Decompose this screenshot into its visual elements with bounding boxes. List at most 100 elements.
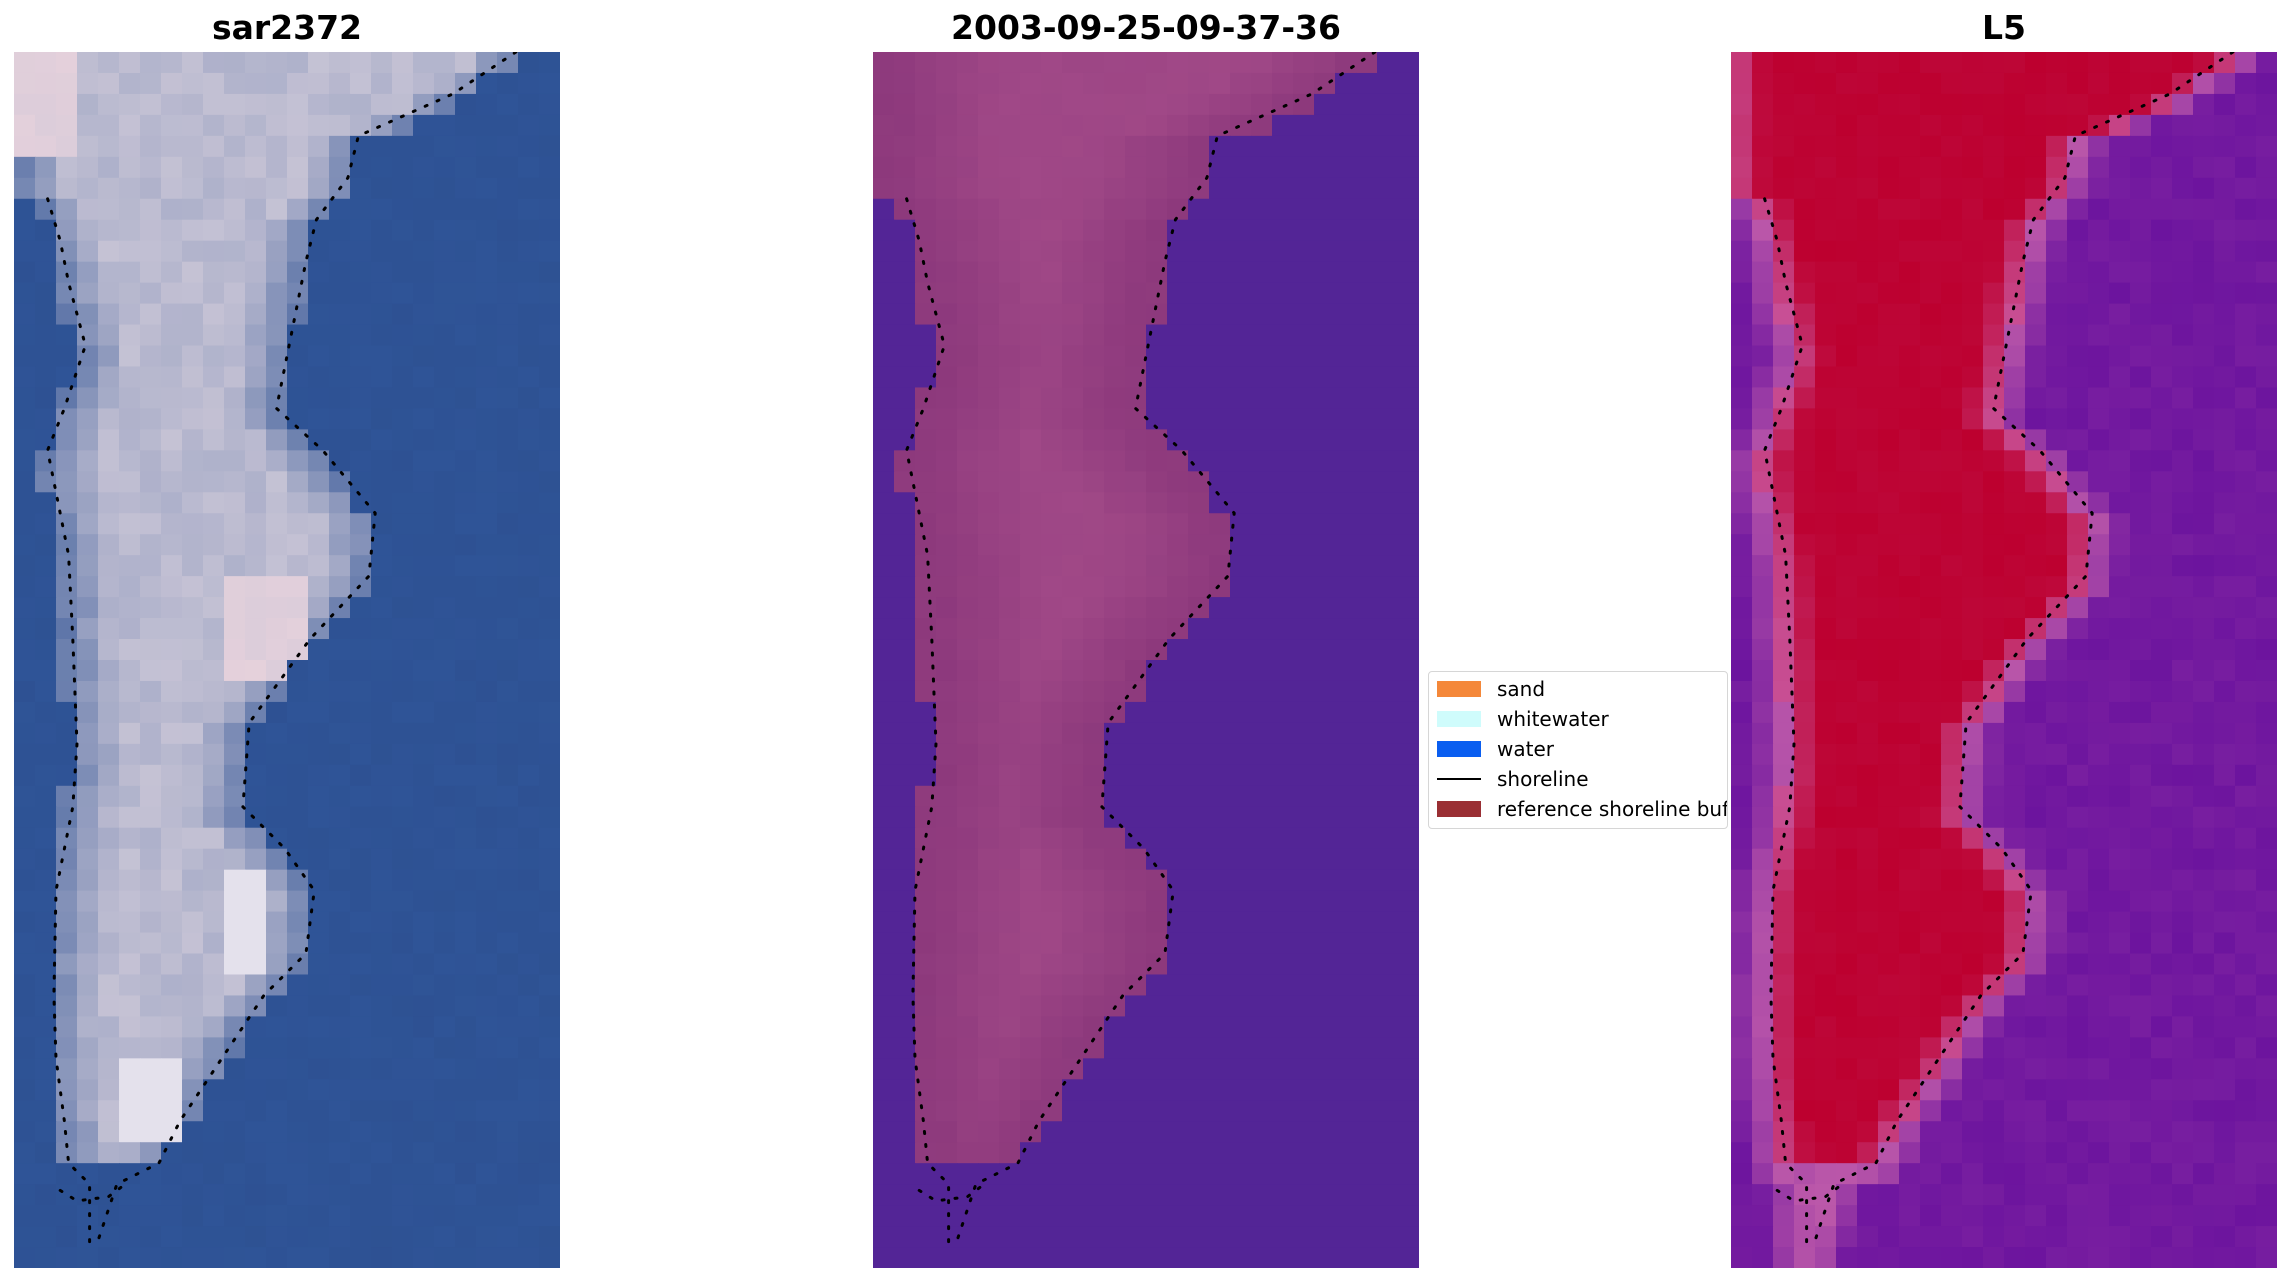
pixel-cell xyxy=(1314,932,1336,955)
pixel-cell xyxy=(1188,72,1210,95)
pixel-cell xyxy=(1752,52,1774,74)
pixel-cell xyxy=(1899,387,1921,410)
pixel-cell xyxy=(1731,785,1753,808)
pixel-cell xyxy=(497,680,519,703)
pixel-cell xyxy=(1398,513,1419,535)
pixel-cell xyxy=(245,114,267,137)
pixel-cell xyxy=(1983,282,2005,305)
pixel-cell xyxy=(873,1142,895,1164)
pixel-cell xyxy=(245,1163,267,1185)
pixel-cell xyxy=(1731,135,1753,158)
pixel-cell xyxy=(999,72,1021,95)
pixel-cell xyxy=(1773,93,1795,116)
pixel-cell xyxy=(1377,93,1399,116)
pixel-cell xyxy=(287,974,309,997)
pixel-cell xyxy=(1857,408,1879,430)
pixel-cell xyxy=(140,1037,162,1059)
pixel-cell xyxy=(1230,911,1252,934)
pixel-cell xyxy=(14,785,36,808)
pixel-cell xyxy=(1272,366,1294,389)
pixel-cell xyxy=(539,345,560,368)
pixel-cell xyxy=(455,827,477,850)
pixel-cell xyxy=(2193,576,2215,598)
pixel-cell xyxy=(1041,492,1063,514)
pixel-cell xyxy=(539,701,560,724)
pixel-cell xyxy=(497,701,519,724)
pixel-cell xyxy=(140,93,162,116)
pixel-cell xyxy=(2025,156,2047,179)
pixel-cell xyxy=(1293,1016,1315,1038)
pixel-cell xyxy=(915,471,937,493)
pixel-cell xyxy=(1878,995,1900,1018)
pixel-cell xyxy=(1230,639,1252,661)
pixel-cell xyxy=(224,806,246,829)
pixel-cell xyxy=(287,743,309,766)
pixel-cell xyxy=(1251,177,1273,200)
pixel-cell xyxy=(1188,576,1210,598)
pixel-cell xyxy=(2172,135,2194,158)
pixel-cell xyxy=(392,1079,414,1101)
pixel-cell xyxy=(56,618,78,640)
pixel-cell xyxy=(245,52,267,74)
pixel-cell xyxy=(1962,114,1984,137)
pixel-cell xyxy=(1209,597,1231,619)
pixel-cell xyxy=(329,995,351,1018)
pixel-cell xyxy=(1146,911,1168,934)
pixel-cell xyxy=(2193,282,2215,305)
pixel-cell xyxy=(1941,1226,1963,1248)
pixel-cell xyxy=(329,827,351,850)
pixel-cell xyxy=(1293,660,1315,682)
pixel-cell xyxy=(119,660,141,682)
pixel-cell xyxy=(1983,660,2005,682)
pixel-cell xyxy=(1251,303,1273,326)
pixel-cell xyxy=(1920,408,1942,430)
pixel-cell xyxy=(1230,303,1252,326)
pixel-cell xyxy=(1041,1163,1063,1185)
pixel-cell xyxy=(392,890,414,913)
pixel-cell xyxy=(1983,639,2005,661)
pixel-cell xyxy=(1020,680,1042,703)
pixel-cell xyxy=(999,680,1021,703)
pixel-cell xyxy=(224,492,246,514)
pixel-cell xyxy=(1041,639,1063,661)
pixel-cell xyxy=(915,722,937,745)
pixel-cell xyxy=(1377,303,1399,326)
pixel-cell xyxy=(56,177,78,200)
pixel-cell xyxy=(539,114,560,137)
pixel-cell xyxy=(2193,827,2215,850)
pixel-cell xyxy=(2109,1247,2131,1268)
pixel-cell xyxy=(1335,177,1357,200)
pixel-cell xyxy=(1020,618,1042,640)
pixel-cell xyxy=(1899,177,1921,200)
pixel-cell xyxy=(2214,827,2236,850)
pixel-cell xyxy=(2235,93,2257,116)
pixel-cell xyxy=(371,1163,393,1185)
pixel-cell xyxy=(1041,932,1063,955)
pixel-cell xyxy=(1857,1058,1879,1080)
pixel-cell xyxy=(1188,261,1210,284)
pixel-cell xyxy=(455,261,477,284)
pixel-cell xyxy=(2025,240,2047,263)
pixel-cell xyxy=(2172,1121,2194,1143)
pixel-cell xyxy=(1377,974,1399,997)
pixel-cell xyxy=(476,366,498,389)
pixel-cell xyxy=(1857,1037,1879,1059)
pixel-cell xyxy=(350,240,372,263)
pixel-cell xyxy=(161,1037,183,1059)
pixel-cell xyxy=(2088,1100,2110,1122)
pixel-cell xyxy=(1209,1226,1231,1248)
pixel-cell xyxy=(350,597,372,619)
pixel-cell xyxy=(1815,1058,1837,1080)
pixel-cell xyxy=(1773,1184,1795,1206)
pixel-cell xyxy=(978,806,1000,829)
pixel-cell xyxy=(1878,114,1900,137)
pixel-cell xyxy=(1251,1184,1273,1206)
pixel-cell xyxy=(56,911,78,934)
pixel-cell xyxy=(894,743,916,766)
pixel-cell xyxy=(287,93,309,116)
pixel-cell xyxy=(957,911,979,934)
pixel-cell xyxy=(98,429,120,451)
pixel-cell xyxy=(1398,1163,1419,1185)
pixel-cell xyxy=(2235,974,2257,997)
pixel-cell xyxy=(2130,387,2152,410)
